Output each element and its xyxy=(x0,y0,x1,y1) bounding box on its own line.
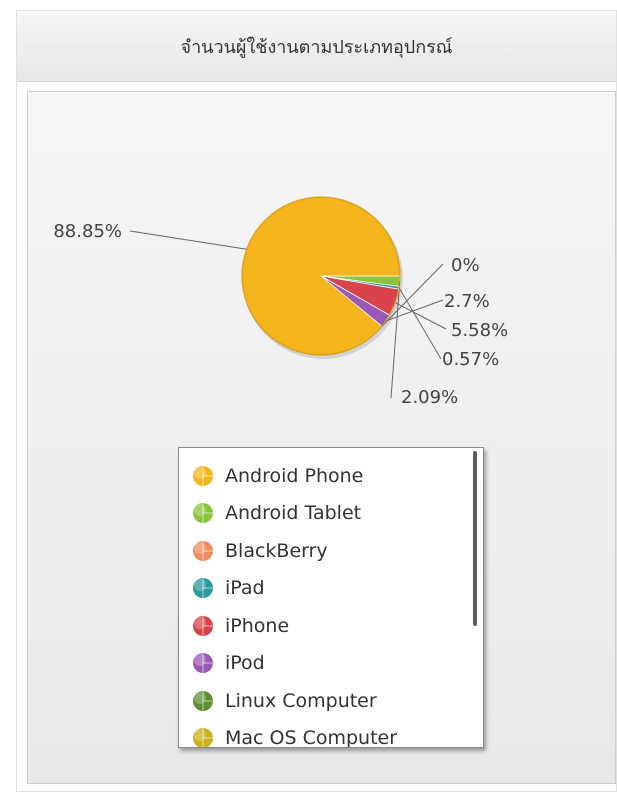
legend-item[interactable]: Android Phone xyxy=(192,457,483,495)
leader-line xyxy=(398,287,442,360)
legend-item[interactable]: Mac OS Computer xyxy=(192,720,483,748)
pie-chart[interactable]: 88.85% 2.09% 0.57% 5.58% 2.7% 0% xyxy=(28,92,615,783)
legend-label: iPhone xyxy=(225,614,290,637)
legend-label: Linux Computer xyxy=(225,689,377,712)
legend-item[interactable]: Linux Computer xyxy=(192,682,483,720)
legend-label: iPod xyxy=(225,652,265,675)
legend-label: iPad xyxy=(225,577,265,600)
data-label: 88.85% xyxy=(53,221,122,242)
legend-swatch-icon xyxy=(192,690,214,712)
data-label: 0% xyxy=(451,255,480,276)
legend-swatch-icon xyxy=(192,502,214,524)
leader-line xyxy=(381,263,444,327)
legend-label: BlackBerry xyxy=(225,539,328,562)
legend-label: Android Phone xyxy=(225,464,364,487)
legend-swatch-icon xyxy=(192,540,214,562)
chart-legend[interactable]: Android Phone Android Tablet BlackBerry iPa… xyxy=(178,447,484,748)
leader-line xyxy=(395,302,447,330)
leader-line xyxy=(129,230,247,250)
legend-item[interactable]: iPod xyxy=(192,645,483,683)
legend-swatch-icon xyxy=(192,727,214,747)
legend-swatch-icon xyxy=(192,465,214,487)
leader-line xyxy=(385,299,444,322)
legend-swatch-icon xyxy=(192,652,214,674)
legend-item[interactable]: iPhone xyxy=(192,607,483,645)
legend-list: Android Phone Android Tablet BlackBerry iPa… xyxy=(179,448,483,748)
legend-swatch-icon xyxy=(192,577,214,599)
chart-title: จำนวนผู้ใช้งานตามประเภทอุปกรณ์ xyxy=(180,36,453,58)
pie-rim xyxy=(241,196,401,356)
legend-label: Mac OS Computer xyxy=(225,727,398,748)
data-label: 5.58% xyxy=(451,320,508,341)
legend-swatch-icon xyxy=(192,615,214,637)
chart-widget: จำนวนผู้ใช้งานตามประเภทอุปกรณ์ 88.85% 2.0… xyxy=(16,10,617,792)
data-label: 0.57% xyxy=(442,349,499,370)
legend-label: Android Tablet xyxy=(225,502,362,525)
leader-line xyxy=(390,281,401,399)
data-label: 2.7% xyxy=(444,291,490,312)
legend-item[interactable]: iPad xyxy=(192,570,483,608)
legend-item[interactable]: Android Tablet xyxy=(192,495,483,533)
widget-header: จำนวนผู้ใช้งานตามประเภทอุปกรณ์ xyxy=(17,11,616,82)
chart-area: 88.85% 2.09% 0.57% 5.58% 2.7% 0% Android Phon… xyxy=(27,91,616,784)
legend-item[interactable]: BlackBerry xyxy=(192,532,483,570)
data-label: 2.09% xyxy=(401,387,458,408)
legend-scrollbar[interactable] xyxy=(473,451,477,626)
